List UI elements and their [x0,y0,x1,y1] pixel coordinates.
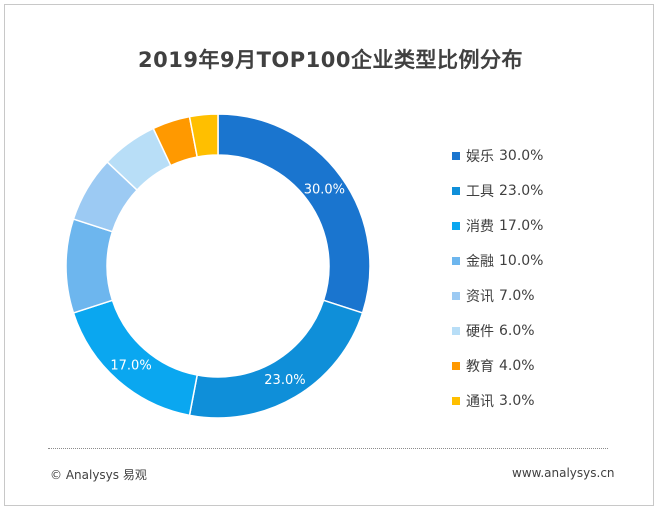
legend-value: 10.0% [499,252,544,269]
donut-slice-8 [188,113,219,158]
footer-divider [48,448,608,449]
legend-label: 消费 [466,218,494,235]
legend-item-6: 硬件 6.0% [452,313,543,348]
legend-value: 23.0% [499,182,544,199]
legend-swatch [452,151,460,160]
chart-title: 2019年9月TOP100企业类型比例分布 [138,48,523,72]
legend-swatch [452,221,460,230]
legend-item-7: 教育 4.0% [452,348,543,383]
legend-swatch [452,361,460,370]
legend-item-8: 通讯 3.0% [452,383,543,418]
legend-label: 教育 [466,358,494,375]
donut-slice-2 [188,299,364,419]
website-text: www.analysys.cn [512,466,615,480]
legend-item-4: 金融 10.0% [452,243,543,278]
legend-item-1: 娱乐 30.0% [452,138,543,173]
donut-slice-1 [217,113,371,314]
legend-swatch [452,256,460,265]
legend-swatch [452,326,460,335]
slice-data-label-3: 17.0% [110,359,151,374]
slice-data-label-2: 23.0% [264,373,305,388]
legend-label: 娱乐 [466,148,494,165]
legend-label: 金融 [466,253,494,270]
legend-swatch [452,186,460,195]
legend-label: 硬件 [466,323,494,340]
chart-legend: 娱乐 30.0% 工具 23.0% 消费 17.0% 金融 10.0% 资讯 7.0% 硬件 6.0%… [452,138,543,418]
legend-label: 通讯 [466,393,494,410]
legend-label: 资讯 [466,288,494,305]
legend-value: 30.0% [499,147,544,164]
legend-value: 17.0% [499,217,544,234]
legend-label: 工具 [466,183,494,200]
legend-value: 6.0% [499,322,535,339]
legend-swatch [452,396,460,405]
copyright-text: © Analysys 易观 [50,468,147,482]
legend-value: 4.0% [499,357,535,374]
legend-item-3: 消费 17.0% [452,208,543,243]
legend-value: 7.0% [499,287,535,304]
slice-data-label-1: 30.0% [304,183,345,198]
legend-item-5: 资讯 7.0% [452,278,543,313]
legend-item-2: 工具 23.0% [452,173,543,208]
donut-slice-4 [65,218,114,314]
legend-swatch [452,291,460,300]
legend-value: 3.0% [499,392,535,409]
